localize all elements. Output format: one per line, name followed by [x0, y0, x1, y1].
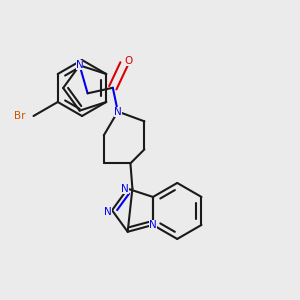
Text: N: N	[114, 106, 122, 116]
Text: N: N	[149, 220, 157, 230]
Text: N: N	[104, 207, 112, 217]
Text: N: N	[76, 60, 83, 70]
Text: Br: Br	[14, 111, 26, 121]
Text: O: O	[124, 56, 132, 66]
Text: N: N	[121, 184, 128, 194]
